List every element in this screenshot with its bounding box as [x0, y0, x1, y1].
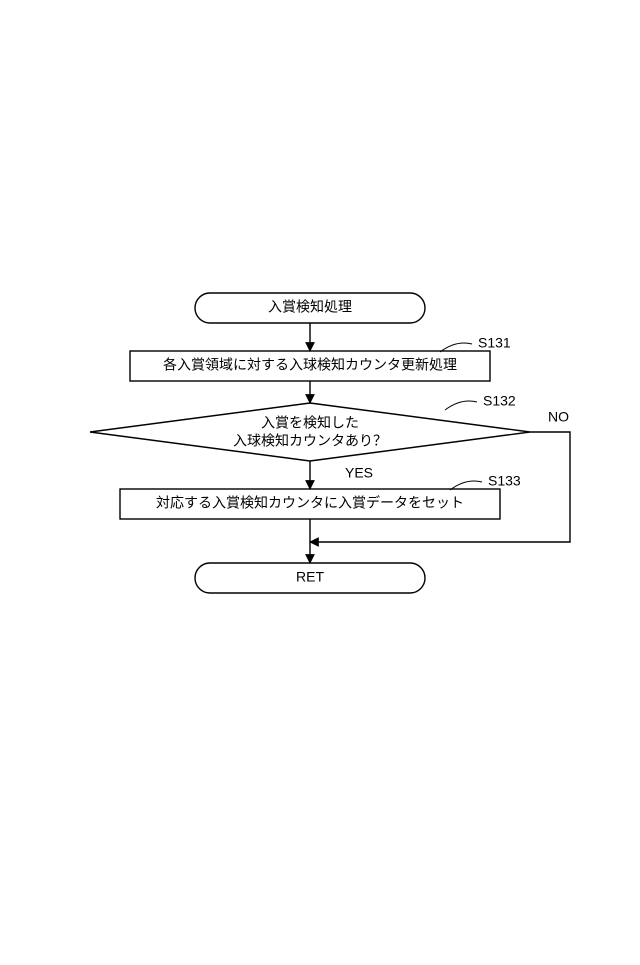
- svg-text:YES: YES: [345, 465, 373, 481]
- flowchart-diagram: 入賞検知処理各入賞領域に対する入球検知カウンタ更新処理入賞を検知した入球検知カウ…: [0, 0, 640, 965]
- svg-text:RET: RET: [296, 569, 324, 585]
- svg-text:NO: NO: [548, 409, 569, 425]
- svg-text:対応する入賞検知カウンタに入賞データをセット: 対応する入賞検知カウンタに入賞データをセット: [156, 495, 464, 511]
- svg-text:S133: S133: [488, 473, 521, 489]
- svg-text:S131: S131: [478, 335, 511, 351]
- svg-text:入球検知カウンタあり？: 入球検知カウンタあり？: [233, 433, 387, 449]
- svg-text:各入賞領域に対する入球検知カウンタ更新処理: 各入賞領域に対する入球検知カウンタ更新処理: [163, 357, 457, 373]
- svg-text:S132: S132: [483, 393, 516, 409]
- svg-text:入賞を検知した: 入賞を検知した: [261, 415, 359, 431]
- svg-text:入賞検知処理: 入賞検知処理: [268, 299, 352, 315]
